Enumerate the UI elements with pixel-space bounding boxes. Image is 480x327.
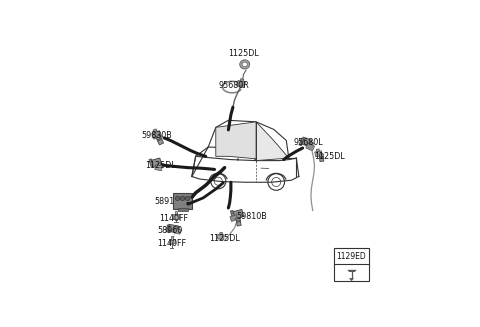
- Polygon shape: [217, 234, 224, 239]
- Polygon shape: [151, 158, 162, 167]
- Polygon shape: [149, 159, 153, 166]
- Polygon shape: [237, 80, 245, 88]
- Polygon shape: [232, 209, 244, 219]
- Polygon shape: [157, 138, 162, 141]
- Polygon shape: [256, 122, 289, 161]
- Polygon shape: [230, 215, 238, 221]
- Circle shape: [175, 196, 180, 201]
- Polygon shape: [301, 137, 312, 147]
- Text: 1125DL: 1125DL: [145, 161, 176, 170]
- Text: 95680L: 95680L: [294, 138, 324, 147]
- Polygon shape: [168, 239, 175, 243]
- Polygon shape: [240, 78, 244, 82]
- Polygon shape: [220, 232, 223, 235]
- Text: 59810B: 59810B: [237, 212, 267, 221]
- Polygon shape: [173, 193, 192, 209]
- Text: 58960: 58960: [157, 226, 182, 235]
- Text: 59830B: 59830B: [142, 131, 172, 140]
- Polygon shape: [170, 236, 173, 240]
- Polygon shape: [153, 129, 157, 133]
- Polygon shape: [155, 164, 162, 171]
- Polygon shape: [319, 154, 324, 162]
- Polygon shape: [175, 211, 177, 215]
- Text: 1125DL: 1125DL: [228, 49, 259, 58]
- Polygon shape: [242, 62, 247, 67]
- Polygon shape: [236, 217, 241, 226]
- Text: 1125DL: 1125DL: [314, 152, 345, 161]
- Polygon shape: [156, 135, 164, 145]
- Text: 1125DL: 1125DL: [209, 234, 240, 243]
- Text: 589103: 589103: [155, 197, 185, 206]
- Polygon shape: [310, 142, 313, 145]
- Polygon shape: [240, 60, 250, 69]
- Polygon shape: [152, 130, 162, 139]
- Polygon shape: [178, 208, 188, 211]
- Polygon shape: [216, 122, 256, 159]
- Polygon shape: [231, 213, 234, 216]
- Polygon shape: [349, 278, 353, 281]
- Text: 1140FF: 1140FF: [157, 239, 186, 248]
- Text: 1140FF: 1140FF: [159, 214, 188, 223]
- Polygon shape: [315, 151, 322, 157]
- Polygon shape: [299, 138, 304, 146]
- Polygon shape: [168, 224, 178, 233]
- Text: 1129ED: 1129ED: [336, 251, 366, 261]
- Polygon shape: [177, 226, 180, 229]
- Polygon shape: [316, 149, 319, 152]
- Polygon shape: [306, 143, 314, 151]
- Text: 95680R: 95680R: [218, 81, 249, 90]
- Polygon shape: [174, 228, 181, 234]
- Circle shape: [185, 196, 190, 201]
- Circle shape: [180, 196, 185, 201]
- Polygon shape: [158, 163, 161, 165]
- Polygon shape: [166, 225, 170, 232]
- Polygon shape: [320, 156, 324, 158]
- Polygon shape: [236, 220, 240, 222]
- Bar: [334, 248, 369, 281]
- Polygon shape: [173, 214, 179, 218]
- Polygon shape: [230, 210, 235, 218]
